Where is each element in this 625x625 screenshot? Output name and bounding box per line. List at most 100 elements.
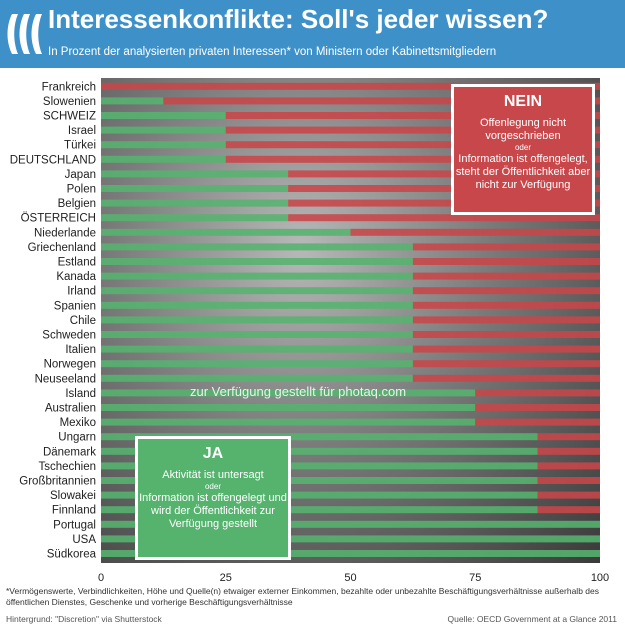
category-label-13: Kanada — [56, 271, 96, 283]
legend-ja-line2: Information ist offengelegt und wird der… — [139, 492, 287, 530]
legend-nein-line1: Offenlegung nicht vorgeschrieben — [479, 117, 567, 142]
category-label-0: Frankreich — [42, 81, 96, 93]
bar-nein-6 — [288, 170, 600, 178]
x-tick-label-2: 50 — [344, 572, 356, 584]
background-credit: Hintergrund: "Discretion" via Shuttersto… — [6, 614, 162, 624]
category-label-22: Australien — [45, 403, 96, 415]
chart-title: Interessenkonflikte: Soll's jeder wissen… — [48, 4, 549, 34]
bar-ja-21 — [101, 389, 476, 397]
category-label-5: DEUTSCHLAND — [10, 154, 96, 166]
watermark-text: zur Verfügung gestellt für photaq.com — [190, 384, 407, 399]
legend-ja-line1: Aktivität ist untersagt — [162, 469, 264, 481]
bar-ja-9 — [101, 214, 289, 222]
category-label-7: Polen — [67, 184, 96, 196]
category-label-28: Slowakei — [50, 490, 96, 502]
bar-nein-26 — [537, 462, 600, 470]
bar-ja-32 — [101, 550, 600, 557]
category-label-1: Slowenien — [43, 96, 96, 108]
bar-ja-27 — [101, 477, 538, 484]
bar-ja-23 — [101, 418, 476, 426]
bar-nein-15 — [412, 301, 600, 309]
x-tick-label-4: 100 — [591, 572, 609, 584]
bar-ja-24 — [101, 433, 538, 441]
legend-nein-box: NEIN Offenlegung nicht vorgeschrieben od… — [451, 84, 595, 215]
chart-subtitle: In Prozent der analysierten privaten Int… — [48, 46, 497, 58]
bar-nein-0 — [101, 82, 600, 90]
bar-ja-22 — [101, 404, 476, 411]
bar-nein-21 — [475, 389, 600, 397]
bar-ja-3 — [101, 126, 226, 134]
bar-ja-6 — [101, 170, 289, 178]
category-label-19: Norwegen — [44, 359, 96, 371]
bar-nein-3 — [225, 126, 600, 134]
bar-ja-7 — [101, 185, 289, 192]
category-label-26: Tschechien — [38, 461, 96, 473]
legend-ja-oder: oder — [204, 482, 221, 491]
bar-nein-17 — [412, 331, 600, 338]
bar-nein-4 — [225, 141, 600, 149]
bar-ja-30 — [101, 520, 600, 528]
bar-nein-14 — [412, 287, 600, 295]
bar-ja-29 — [101, 506, 538, 514]
oecd-logo-icon — [7, 14, 42, 54]
bar-ja-11 — [101, 243, 413, 251]
bar-nein-8 — [288, 199, 600, 207]
bar-nein-2 — [225, 112, 600, 119]
category-label-12: Estland — [58, 257, 96, 269]
bar-nein-5 — [225, 155, 600, 163]
bar-ja-4 — [101, 141, 226, 149]
bar-nein-29 — [537, 506, 600, 514]
category-label-15: Spanien — [54, 300, 96, 312]
bar-ja-12 — [101, 258, 413, 265]
category-label-8: Belgien — [58, 198, 96, 210]
category-label-17: Schweden — [42, 330, 96, 342]
legend-nein-line2: Information ist offengelegt, steht der Ö… — [455, 153, 591, 191]
category-label-9: ÖSTERREICH — [21, 213, 96, 225]
category-label-25: Dänemark — [43, 446, 96, 458]
category-label-31: USA — [72, 534, 96, 546]
category-label-10: Niederlande — [34, 227, 96, 239]
footnote: *Vermögenswerte, Verbindlichkeiten, Höhe… — [6, 586, 599, 607]
bar-ja-17 — [101, 331, 413, 338]
bar-ja-20 — [101, 374, 413, 382]
bar-ja-28 — [101, 491, 538, 499]
x-tick-label-3: 75 — [469, 572, 481, 584]
category-label-16: Chile — [70, 315, 96, 327]
category-label-32: Südkorea — [47, 549, 97, 561]
bar-nein-27 — [537, 477, 600, 484]
source-credit: Quelle: OECD Government at a Glance 2011 — [447, 614, 617, 624]
category-label-18: Italien — [65, 344, 96, 356]
bar-nein-12 — [412, 258, 600, 265]
bar-nein-9 — [288, 214, 600, 222]
x-tick-label-0: 0 — [98, 572, 104, 584]
category-label-6: Japan — [65, 169, 96, 181]
category-label-2: SCHWEIZ — [43, 111, 96, 123]
bar-nein-28 — [537, 491, 600, 499]
bar-ja-2 — [101, 112, 226, 119]
bar-ja-8 — [101, 199, 289, 207]
bar-nein-7 — [288, 185, 600, 192]
category-label-3: Israel — [68, 125, 96, 137]
bar-ja-19 — [101, 360, 413, 368]
x-tick-label-1: 25 — [220, 572, 232, 584]
category-label-23: Mexiko — [60, 417, 96, 429]
bar-nein-24 — [537, 433, 600, 441]
category-label-14: Irland — [67, 286, 96, 298]
category-label-20: Neuseeland — [35, 373, 96, 385]
bar-nein-23 — [475, 418, 600, 426]
header-banner: Interessenkonflikte: Soll's jeder wissen… — [0, 0, 625, 68]
bar-nein-11 — [412, 243, 600, 251]
category-label-21: Island — [65, 388, 96, 400]
bar-ja-5 — [101, 155, 226, 163]
bar-ja-26 — [101, 462, 538, 470]
bar-nein-22 — [475, 404, 600, 411]
bar-ja-16 — [101, 316, 413, 324]
legend-ja-box: JA Aktivität ist untersagt oder Informat… — [135, 436, 291, 560]
bar-ja-18 — [101, 345, 413, 353]
bar-nein-19 — [412, 360, 600, 368]
bar-ja-15 — [101, 301, 413, 309]
legend-nein-title: NEIN — [503, 93, 543, 110]
bar-ja-31 — [101, 535, 600, 543]
bar-nein-1 — [163, 97, 600, 105]
